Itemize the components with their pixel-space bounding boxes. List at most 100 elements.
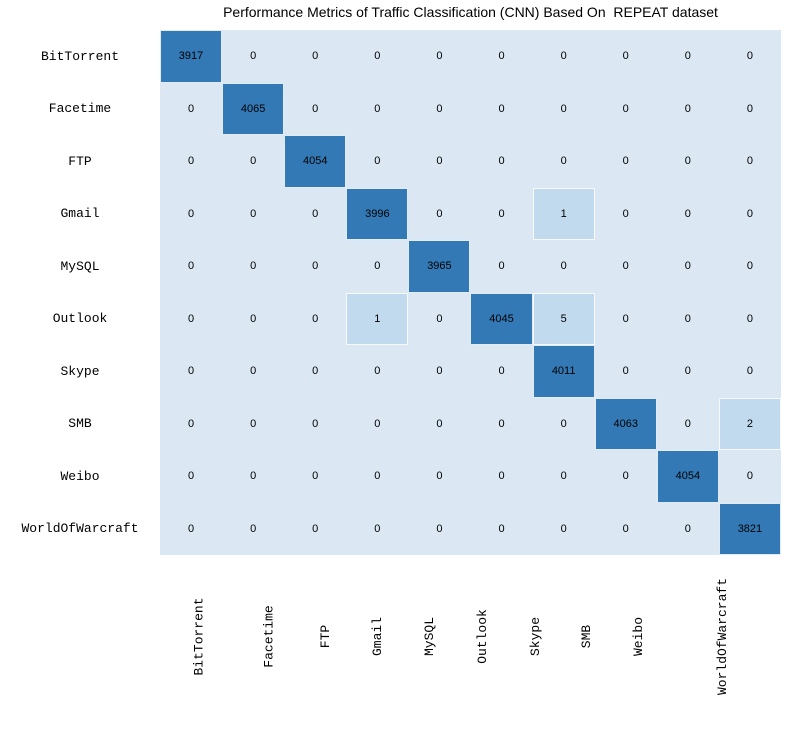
matrix-cell: 0: [470, 30, 533, 83]
matrix-cell: 0: [160, 135, 223, 188]
matrix-cell: 0: [346, 502, 409, 555]
matrix-cell: 0: [532, 450, 595, 503]
y-tick-label: WorldOfWarcraft: [21, 521, 139, 537]
x-tick-label-text: FTP: [318, 624, 334, 648]
y-tick-label: MySQL: [60, 258, 100, 274]
matrix-cell: 0: [222, 345, 285, 398]
matrix-cell: 0: [346, 397, 409, 450]
matrix-cell: 0: [718, 450, 781, 503]
matrix-cell: 0: [408, 30, 471, 83]
x-tick-label-text: Outlook: [474, 608, 490, 664]
matrix-cell: 0: [718, 292, 781, 345]
y-tick-label: Facetime: [48, 101, 112, 117]
matrix-cell: 0: [346, 450, 409, 503]
matrix-cell: 1: [346, 292, 409, 345]
y-tick-label: Outlook: [52, 311, 108, 327]
matrix-cell: 0: [222, 240, 285, 293]
matrix-cell: 0: [656, 135, 719, 188]
matrix-cell: 0: [222, 502, 285, 555]
matrix-cell: 0: [408, 345, 471, 398]
x-tick-label: Weibo: [612, 558, 664, 714]
matrix-cell: 0: [594, 135, 657, 188]
matrix-cell: 4054: [656, 450, 719, 503]
x-tick-label: Outlook: [455, 558, 510, 714]
matrix-cell: 0: [284, 240, 347, 293]
x-tick-label: SMB: [561, 558, 612, 714]
matrix-cell: 4011: [532, 345, 595, 398]
matrix-cell: 0: [470, 450, 533, 503]
matrix-cell: 0: [470, 240, 533, 293]
matrix-cell: 5: [532, 292, 595, 345]
matrix-cell: 0: [408, 502, 471, 555]
matrix-cell: 0: [718, 135, 781, 188]
x-tick-label-text: Gmail: [370, 616, 386, 656]
matrix-cell: 0: [284, 187, 347, 240]
matrix-cell: 0: [718, 345, 781, 398]
matrix-cell: 0: [408, 450, 471, 503]
matrix-cell: 0: [718, 187, 781, 240]
heatmap-grid: 3917 0 0 0 0 0 0 0 0 0 0 4065 0 0 0 0 0 0 0 0 0 0 4054 0 0 0 0 0 0 0 0…: [160, 30, 781, 555]
matrix-cell: 2: [718, 397, 781, 450]
matrix-cell: 0: [594, 30, 657, 83]
matrix-cell: 0: [408, 292, 471, 345]
x-tick-label-text: SMB: [579, 624, 595, 648]
matrix-cell: 0: [160, 292, 223, 345]
y-tick-label: BitTorrent: [40, 48, 119, 64]
matrix-cell: 0: [408, 397, 471, 450]
matrix-cell: 0: [532, 82, 595, 135]
y-tick-label: Weibo: [60, 468, 100, 484]
matrix-cell: 0: [346, 240, 409, 293]
x-axis-tick-labels: BitTorrent Facetime FTP Gmail MySQL Outlook Sk…: [160, 558, 781, 714]
matrix-cell: 0: [594, 240, 657, 293]
matrix-cell: 4045: [470, 292, 533, 345]
matrix-cell: 0: [284, 397, 347, 450]
matrix-cell: 0: [408, 187, 471, 240]
x-tick-label: Facetime: [238, 558, 300, 714]
x-tick-label: FTP: [300, 558, 351, 714]
matrix-cell: 0: [408, 82, 471, 135]
matrix-cell: 0: [222, 292, 285, 345]
matrix-cell: 0: [160, 397, 223, 450]
matrix-cell: 0: [594, 82, 657, 135]
matrix-cell: 3965: [408, 240, 471, 293]
matrix-cell: 0: [470, 82, 533, 135]
matrix-cell: 0: [470, 345, 533, 398]
matrix-cell: 0: [160, 502, 223, 555]
matrix-cell: 0: [160, 240, 223, 293]
matrix-cell: 0: [532, 240, 595, 293]
matrix-cell: 0: [284, 502, 347, 555]
matrix-cell: 0: [222, 135, 285, 188]
matrix-cell: 0: [718, 30, 781, 83]
x-tick-label-text: BitTorrent: [191, 596, 207, 676]
matrix-cell: 0: [160, 345, 223, 398]
x-tick-label: BitTorrent: [160, 558, 238, 714]
matrix-cell: 0: [284, 82, 347, 135]
matrix-cell: 4054: [284, 135, 347, 188]
matrix-cell: 0: [532, 30, 595, 83]
matrix-cell: 0: [346, 135, 409, 188]
matrix-cell: 3821: [718, 502, 781, 555]
matrix-cell: 0: [346, 345, 409, 398]
matrix-cell: 0: [222, 450, 285, 503]
matrix-cell: 0: [656, 292, 719, 345]
matrix-cell: 0: [222, 187, 285, 240]
matrix-cell: 0: [284, 30, 347, 83]
x-tick-label: WorldOfWarcraft: [664, 558, 781, 714]
matrix-cell: 0: [532, 135, 595, 188]
matrix-cell: 0: [656, 30, 719, 83]
matrix-cell: 3996: [346, 187, 409, 240]
matrix-cell: 1: [532, 187, 595, 240]
matrix-cell: 0: [532, 397, 595, 450]
matrix-cell: 0: [284, 345, 347, 398]
matrix-cell: 0: [532, 502, 595, 555]
matrix-cell: 0: [470, 187, 533, 240]
matrix-cell: 0: [594, 450, 657, 503]
x-tick-label-text: Weibo: [630, 616, 646, 656]
x-tick-label-text: Skype: [527, 616, 543, 656]
x-tick-label: Skype: [510, 558, 561, 714]
matrix-cell: 0: [656, 240, 719, 293]
x-tick-label-text: WorldOfWarcraft: [714, 577, 730, 695]
matrix-cell: 0: [160, 82, 223, 135]
matrix-cell: 0: [594, 502, 657, 555]
